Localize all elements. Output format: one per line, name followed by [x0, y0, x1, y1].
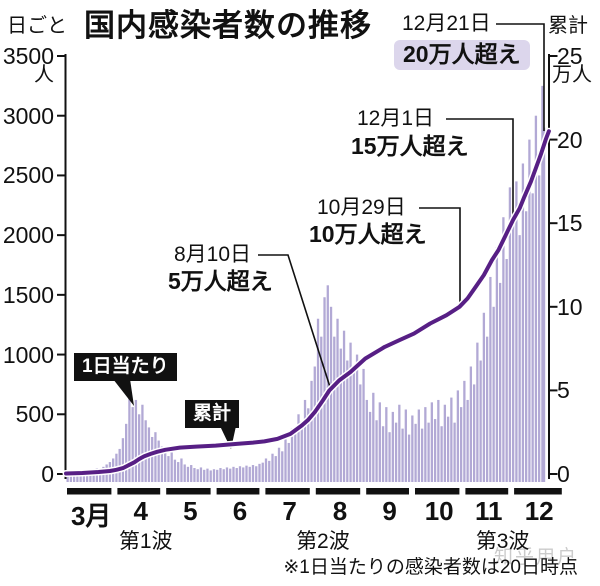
left-axis-unit: 人 [34, 64, 54, 86]
month-label-9: 9 [382, 496, 397, 526]
month-label-5: 5 [183, 496, 198, 526]
cumulative-line [64, 129, 551, 476]
month-label-6: 6 [232, 496, 248, 526]
right-axis-tick-20: 20 [557, 126, 583, 153]
annotation-event-150k: 15万人超え [351, 133, 469, 159]
wave-label-1: 第1波 [118, 530, 173, 553]
leader-aug10 [258, 254, 331, 388]
right-axis-tick-10: 10 [557, 293, 583, 320]
annotation-date-oct29: 10月29日 [317, 196, 406, 219]
left-axis-tick-2000: 2000 [2, 222, 54, 249]
annotation-leader-lines [258, 23, 545, 388]
left-axis-tick-3500: 3500 [2, 43, 54, 69]
left-axis-title: 日ごと [7, 15, 67, 37]
annotation-date-dec21: 12月21日 [402, 12, 491, 35]
right-axis-tick-15: 15 [557, 210, 583, 237]
left-axis-tick-500: 500 [15, 401, 54, 428]
annotation-event-50k: 5万人超え [168, 268, 273, 294]
axes [57, 54, 558, 479]
daily-label-pointer [113, 379, 134, 406]
month-label-8: 8 [332, 496, 348, 526]
month-label-7: 7 [282, 496, 297, 526]
left-axis-tick-3000: 3000 [2, 102, 54, 129]
wave-label-2: 第2波 [296, 530, 350, 553]
series-label-daily: 1日当たり [74, 353, 177, 381]
month-dashes [67, 488, 562, 495]
right-axis-tick-0: 0 [557, 461, 570, 487]
chart-title: 国内感染者数の推移 [84, 8, 372, 43]
annotation-date-dec1: 12月1日 [357, 107, 435, 130]
annotation-date-aug10: 8月10日 [174, 243, 252, 266]
leader-oct29 [419, 207, 461, 304]
left-axis-tick-1000: 1000 [2, 341, 54, 368]
daily-bars [66, 85, 546, 483]
right-axis-tick-5: 5 [557, 377, 570, 404]
annotation-event-100k: 10万人超え [309, 221, 427, 247]
month-label-12: 12 [524, 496, 554, 526]
month-label-10: 10 [424, 496, 454, 526]
footnote: ※1日当たりの感染者数は20日時点 [283, 557, 578, 578]
month-label-11: 11 [475, 496, 503, 526]
month-label-3月: 3月 [70, 501, 112, 531]
left-axis-tick-2500: 2500 [2, 162, 54, 189]
series-label-cumulative: 累計 [185, 400, 240, 428]
annotation-event-200k: 20万人超え [394, 40, 530, 71]
right-axis-tick-25: 25 [557, 43, 583, 69]
wave-label-3: 第3波 [475, 530, 530, 553]
left-axis-tick-0: 0 [41, 460, 54, 487]
month-label-4: 4 [133, 496, 149, 526]
watermark: 知乎用户 [494, 547, 579, 568]
right-axis-title: 累計 [548, 15, 588, 37]
leader-dec1 [446, 118, 514, 221]
left-axis-tick-1500: 1500 [2, 281, 54, 308]
right-axis-unit: 万人 [552, 64, 592, 86]
leader-dec21 [496, 23, 545, 131]
